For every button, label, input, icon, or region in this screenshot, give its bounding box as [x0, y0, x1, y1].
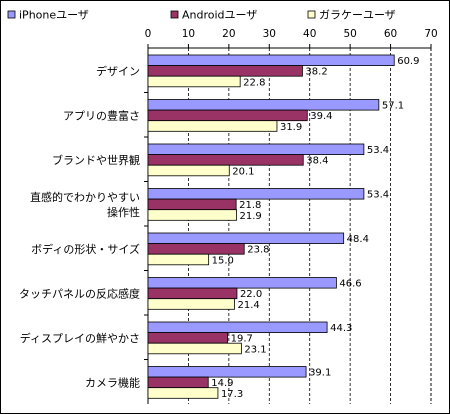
category-label: 操作性	[107, 205, 140, 219]
legend-swatch	[307, 10, 316, 19]
data-label: 15.0	[212, 255, 234, 266]
category-label: ディスプレイの鮮やかさ	[20, 331, 140, 345]
data-label: 38.2	[305, 67, 327, 78]
data-label: 21.9	[240, 211, 262, 222]
data-label: 23.8	[247, 245, 269, 256]
data-label: 21.8	[239, 200, 261, 211]
data-label: 22.8	[243, 77, 265, 88]
data-label: 17.3	[221, 389, 243, 400]
bar	[147, 332, 229, 344]
data-label: 19.7	[231, 334, 253, 345]
data-label: 39.4	[310, 111, 332, 122]
bar	[147, 75, 241, 88]
data-label: 20.1	[232, 166, 254, 177]
data-label: 39.1	[309, 368, 331, 379]
x-tick-label: 20	[222, 28, 235, 40]
data-label: 53.4	[367, 145, 389, 156]
category-label: ブランドや世界観	[52, 153, 140, 167]
bar	[147, 120, 278, 132]
legend-swatch	[7, 10, 16, 19]
legend-label: iPhoneユーザ	[19, 9, 89, 22]
category-label: デザイン	[96, 64, 140, 78]
category-label: 直感的でわかりやすい	[30, 190, 140, 204]
x-tick-label: 0	[145, 28, 152, 40]
data-label: 48.4	[347, 234, 369, 245]
bar	[147, 342, 242, 355]
legend-label: Androidユーザ	[182, 9, 257, 22]
bar	[147, 109, 308, 122]
bar	[147, 209, 237, 221]
bar	[147, 298, 235, 310]
data-label: 44.3	[330, 323, 352, 334]
data-label: 38.4	[306, 156, 328, 167]
legend-swatch	[170, 10, 179, 19]
bar	[147, 65, 303, 77]
bar	[147, 277, 337, 289]
x-tick-label: 50	[343, 28, 356, 40]
bar	[147, 143, 365, 156]
data-label: 23.1	[244, 344, 266, 355]
bar	[147, 99, 380, 111]
bar	[147, 198, 237, 211]
bar	[147, 366, 307, 378]
x-tick-label: 40	[303, 28, 316, 40]
data-label: 53.4	[367, 190, 389, 201]
data-label: 22.0	[240, 289, 262, 300]
category-label: アプリの豊富さ	[63, 108, 140, 122]
data-label: 31.9	[280, 122, 302, 133]
x-tick-label: 60	[384, 28, 397, 40]
bar	[147, 387, 219, 399]
category-label: カメラ機能	[85, 375, 140, 389]
bar	[147, 376, 209, 389]
bar	[147, 54, 395, 67]
data-label: 14.9	[211, 378, 233, 389]
bar	[147, 321, 328, 334]
data-label: 46.6	[339, 279, 361, 290]
data-label: 60.9	[397, 56, 419, 67]
bar	[147, 232, 345, 245]
bar	[147, 253, 210, 266]
bar	[147, 188, 365, 200]
bar	[147, 154, 304, 166]
legend-label: ガラケーユーザ	[319, 9, 396, 22]
bar	[147, 287, 238, 300]
bar	[147, 164, 230, 177]
x-tick-label: 30	[263, 28, 276, 40]
data-label: 57.1	[382, 101, 404, 112]
category-label: ボディの形状・サイズ	[31, 242, 140, 256]
x-tick-label: 10	[182, 28, 195, 40]
category-label: タッチパネルの反応感度	[19, 286, 140, 300]
bar	[147, 243, 245, 255]
x-tick-label: 70	[424, 28, 437, 40]
data-label: 21.4	[238, 300, 260, 311]
